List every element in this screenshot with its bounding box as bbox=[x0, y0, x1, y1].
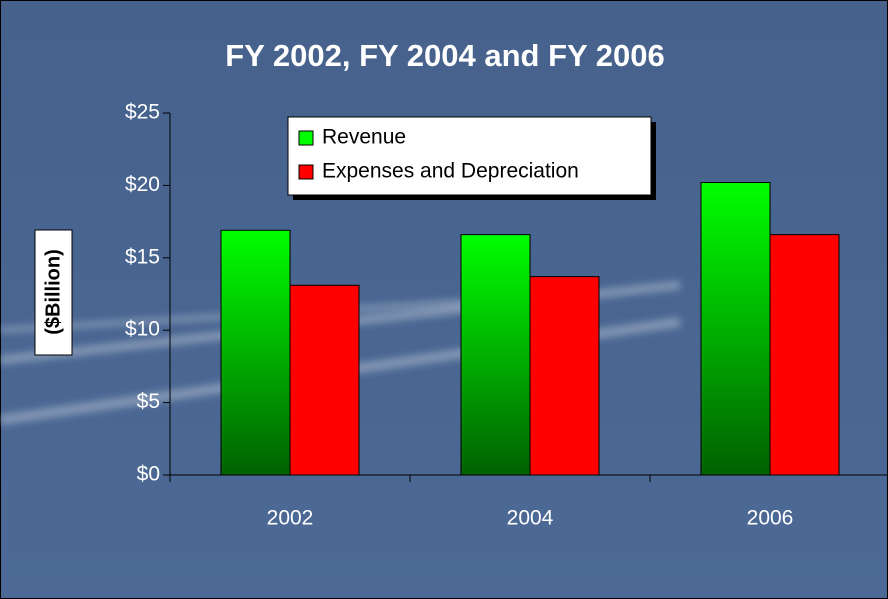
legend-swatch bbox=[298, 164, 314, 180]
bar bbox=[289, 284, 360, 476]
plot: $0 $5 $10 $15 $20 $25 2002 2004 2006 bbox=[125, 101, 888, 530]
y-tick-label: $25 bbox=[125, 101, 160, 124]
bar bbox=[460, 234, 531, 476]
legend-label: Revenue bbox=[322, 126, 406, 149]
legend: Revenue Expenses and Depreciation bbox=[287, 116, 656, 200]
y-tick-label: $20 bbox=[125, 173, 160, 196]
y-tick-label: $5 bbox=[137, 390, 160, 413]
chart-title: FY 2002, FY 2004 and FY 2006 bbox=[225, 38, 664, 73]
legend-box bbox=[287, 116, 652, 196]
bar bbox=[769, 234, 840, 476]
x-tick-label: 2006 bbox=[747, 507, 794, 530]
bar bbox=[220, 229, 291, 476]
y-tick-label: $15 bbox=[125, 245, 160, 268]
y-tick-label: $10 bbox=[125, 318, 160, 341]
bar bbox=[700, 182, 771, 476]
bar bbox=[529, 276, 600, 476]
y-label-box bbox=[34, 229, 73, 356]
y-axis-label: ($Billion) bbox=[42, 249, 64, 335]
legend-swatch bbox=[298, 130, 314, 146]
x-tick-label: 2002 bbox=[267, 507, 314, 530]
legend-label: Expenses and Depreciation bbox=[322, 160, 579, 183]
y-tick-label: $0 bbox=[137, 463, 160, 486]
x-tick-label: 2004 bbox=[507, 507, 554, 530]
